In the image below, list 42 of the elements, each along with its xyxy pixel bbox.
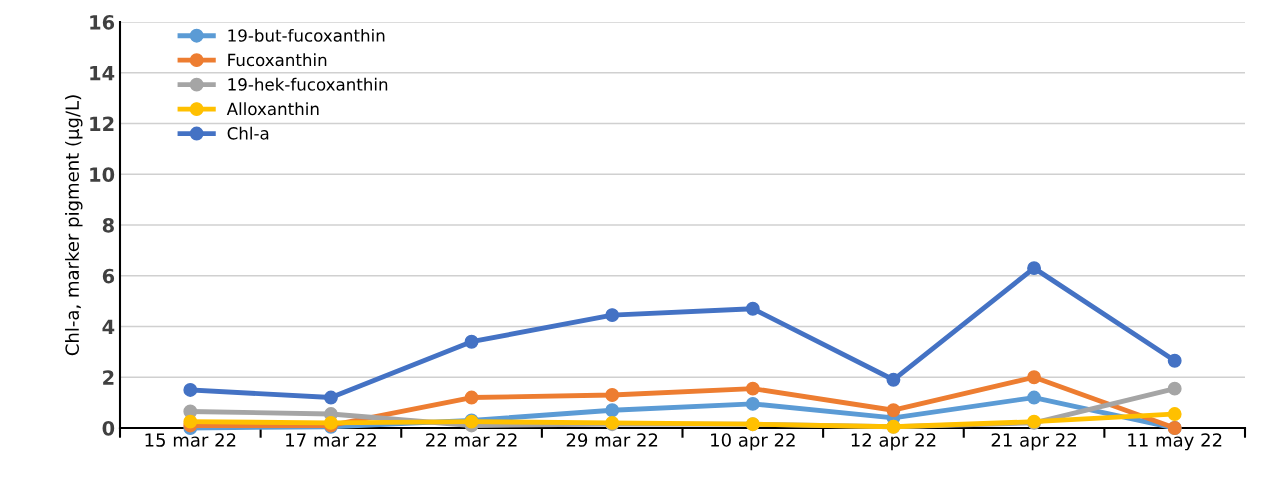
legend-label: Alloxanthin [226, 102, 319, 116]
point [1027, 390, 1042, 405]
x-tick-label: 22 mar 22 [426, 433, 517, 447]
point [183, 414, 198, 429]
point [1027, 261, 1042, 276]
y-tick-label: 10 [90, 167, 115, 182]
legend-label: Fucoxanthin [228, 53, 327, 67]
point [605, 403, 620, 418]
y-tick-label: 14 [90, 65, 115, 81]
x-tick-label: 21 apr 22 [991, 433, 1076, 451]
point [745, 381, 760, 396]
point [1027, 370, 1042, 385]
y-tick-label: 6 [102, 268, 115, 284]
legend-label: 19-hek-fucoxanthin [228, 77, 388, 91]
y-tick-label: 8 [102, 217, 114, 233]
x-tick-label: 10 apr 22 [711, 433, 795, 451]
point [1167, 353, 1182, 368]
point [886, 372, 901, 387]
y-axis-title: Chl-a, marker pigment (µg/L) [65, 95, 83, 356]
point [1167, 407, 1182, 421]
legend-label: Chl-a [227, 126, 269, 140]
y-tick-label: 16 [90, 14, 115, 30]
x-tick-label: 12 apr 22 [851, 433, 936, 451]
point [886, 403, 901, 418]
x-tick-label: 17 mar 22 [286, 433, 376, 447]
x-tick-label: 11 may 22 [1128, 433, 1222, 451]
point [1167, 381, 1182, 396]
point [464, 390, 479, 405]
point [323, 390, 338, 405]
y-tick-label: 12 [90, 116, 114, 131]
legend-label: 19-but-fucoxanthin [228, 28, 385, 42]
point [464, 334, 479, 349]
point [745, 301, 760, 316]
y-tick-label: 0 [102, 420, 115, 436]
point [605, 308, 620, 323]
point [745, 396, 760, 411]
x-tick-label: 29 mar 22 [566, 433, 658, 447]
point [183, 382, 198, 397]
y-tick-label: 2 [103, 370, 114, 385]
y-tick-label: 4 [102, 319, 115, 334]
point [605, 388, 620, 402]
x-tick-label: 15 mar 22 [145, 433, 236, 447]
